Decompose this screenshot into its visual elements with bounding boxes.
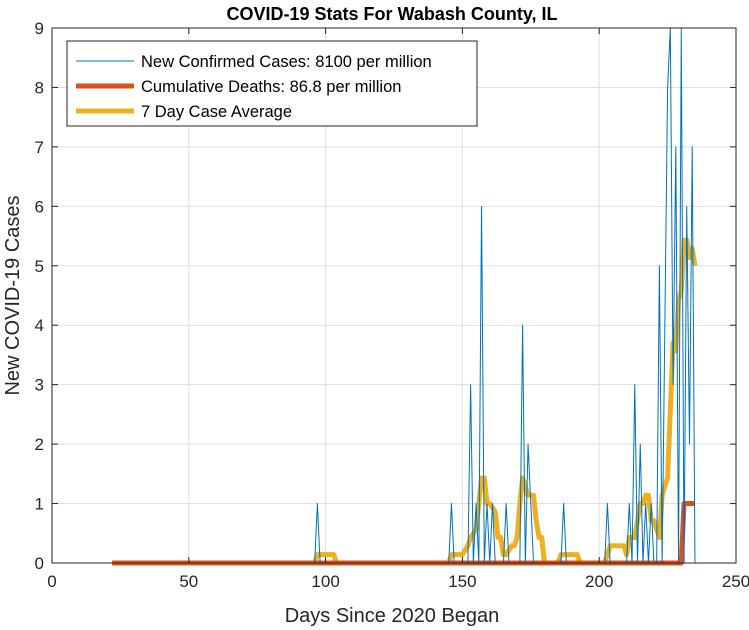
legend-label-new-cases: New Confirmed Cases: 8100 per million — [141, 53, 432, 71]
x-tick-label: 50 — [179, 572, 198, 591]
legend-label-cumulative-deaths: Cumulative Deaths: 86.8 per million — [141, 78, 401, 96]
plot-frame — [51, 27, 737, 564]
legend-box — [66, 40, 478, 127]
x-tick-label: 0 — [47, 572, 56, 591]
y-tick-label: 2 — [35, 435, 44, 454]
y-tick-label: 7 — [35, 138, 44, 157]
y-tick-label: 3 — [35, 376, 44, 395]
y-tick-label: 6 — [35, 197, 44, 216]
new-cases-series-line — [112, 27, 696, 564]
x-axis-label: Days Since 2020 Began — [285, 605, 500, 627]
y-tick-label: 1 — [35, 495, 44, 514]
y-tick-label: 8 — [35, 78, 44, 97]
y-ticks: 0 1 2 3 4 5 6 7 8 9 — [35, 19, 736, 573]
x-tick-label: 100 — [311, 572, 339, 591]
chart-title: COVID-19 Stats For Wabash County, IL — [226, 4, 557, 24]
legend-label-seven-day-average: 7 Day Case Average — [141, 103, 292, 121]
x-tick-label: 200 — [585, 572, 613, 591]
y-axis-label: New COVID-19 Cases — [2, 195, 24, 395]
x-tick-label: 150 — [448, 572, 476, 591]
x-ticks: 0 50 100 150 200 250 — [47, 28, 749, 591]
y-tick-label: 0 — [35, 554, 44, 573]
y-tick-label: 9 — [35, 19, 44, 38]
y-tick-label: 5 — [35, 257, 44, 276]
legend: New Confirmed Cases: 8100 per million Cum… — [66, 40, 478, 127]
x-tick-label: 250 — [722, 572, 749, 591]
y-tick-label: 4 — [35, 316, 44, 335]
